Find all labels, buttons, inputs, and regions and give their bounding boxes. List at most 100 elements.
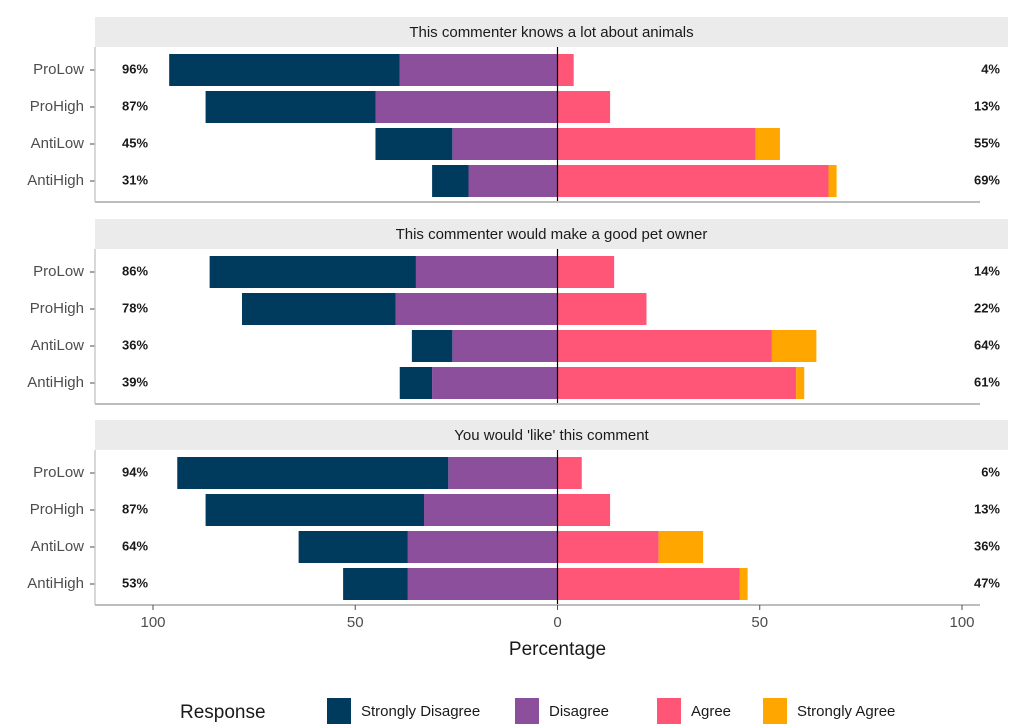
bar-disagree — [432, 367, 558, 399]
negative-percent-label: 64% — [122, 538, 148, 553]
bar-agree — [557, 494, 611, 526]
positive-percent-label: 6% — [981, 464, 1000, 479]
category-label: AntiLow — [31, 538, 85, 555]
bar-strongly-disagree — [298, 531, 408, 563]
legend: Response Strongly Disagree Disagree Agree St… — [180, 698, 895, 724]
positive-percent-label: 61% — [974, 374, 1000, 389]
bar-strongly-disagree — [375, 128, 453, 160]
legend-key-disagree — [515, 698, 539, 724]
bar-agree — [557, 54, 574, 86]
positive-percent-label: 36% — [974, 538, 1000, 553]
bar-strongly-disagree — [432, 165, 469, 197]
positive-percent-label: 4% — [981, 61, 1000, 76]
negative-percent-label: 53% — [122, 575, 148, 590]
category-label: AntiHigh — [27, 575, 84, 592]
bar-agree — [557, 256, 615, 288]
bar-strongly-disagree — [411, 330, 453, 362]
positive-percent-label: 13% — [974, 501, 1000, 516]
positive-percent-label: 55% — [974, 135, 1000, 150]
bar-disagree — [395, 293, 558, 325]
bar-disagree — [415, 256, 558, 288]
bar-strongly-disagree — [241, 293, 396, 325]
negative-percent-label: 31% — [122, 172, 148, 187]
bar-disagree — [407, 568, 558, 600]
category-label: AntiHigh — [27, 374, 84, 391]
bar-disagree — [448, 457, 558, 489]
bar-agree — [557, 330, 772, 362]
negative-percent-label: 86% — [122, 263, 148, 278]
negative-percent-label: 96% — [122, 61, 148, 76]
panel-strip — [95, 219, 1008, 249]
bar-disagree — [399, 54, 558, 86]
bar-disagree — [407, 531, 558, 563]
negative-percent-label: 39% — [122, 374, 148, 389]
legend-key-agree — [657, 698, 681, 724]
bar-disagree — [468, 165, 558, 197]
legend-key-strongly-agree — [763, 698, 787, 724]
bar-strongly-disagree — [169, 54, 400, 86]
bar-agree — [557, 165, 829, 197]
bar-strongly-agree — [771, 330, 817, 362]
bar-strongly-agree — [658, 531, 704, 563]
panel-3: You would 'like' this comment ProLow 94% 6%… — [27, 420, 1008, 606]
bar-agree — [557, 367, 797, 399]
bar-disagree — [452, 330, 558, 362]
positive-percent-label: 22% — [974, 300, 1000, 315]
category-label: ProLow — [33, 61, 84, 78]
bar-strongly-agree — [828, 165, 837, 197]
x-axis-title: Percentage — [509, 639, 606, 660]
category-label: AntiLow — [31, 135, 85, 152]
positive-percent-label: 13% — [974, 98, 1000, 113]
x-tick-label: 0 — [553, 614, 561, 631]
bar-agree — [557, 91, 611, 123]
positive-percent-label: 47% — [974, 575, 1000, 590]
category-label: ProHigh — [30, 98, 84, 115]
panel-title: This commenter knows a lot about animals — [409, 24, 693, 41]
negative-percent-label: 36% — [122, 337, 148, 352]
bar-agree — [557, 531, 659, 563]
negative-percent-label: 87% — [122, 98, 148, 113]
bar-strongly-disagree — [205, 91, 376, 123]
category-label: AntiLow — [31, 337, 85, 354]
positive-percent-label: 69% — [974, 172, 1000, 187]
legend-label: Agree — [691, 703, 731, 720]
bar-strongly-disagree — [343, 568, 408, 600]
category-label: ProLow — [33, 464, 84, 481]
x-tick-label: 50 — [751, 614, 768, 631]
negative-percent-label: 87% — [122, 501, 148, 516]
bar-strongly-disagree — [209, 256, 416, 288]
bar-agree — [557, 568, 740, 600]
bar-strongly-agree — [739, 568, 748, 600]
legend-key-strongly-disagree — [327, 698, 351, 724]
legend-title: Response — [180, 702, 266, 723]
bar-agree — [557, 293, 647, 325]
negative-percent-label: 94% — [122, 464, 148, 479]
category-label: ProHigh — [30, 501, 84, 518]
panel-strip — [95, 17, 1008, 47]
panel-strip — [95, 420, 1008, 450]
category-label: ProLow — [33, 263, 84, 280]
panel-1: This commenter knows a lot about animals… — [27, 17, 1008, 203]
bar-disagree — [375, 91, 558, 123]
legend-label: Disagree — [549, 703, 609, 720]
bar-disagree — [452, 128, 558, 160]
category-label: ProHigh — [30, 300, 84, 317]
panel-2: This commenter would make a good pet own… — [27, 219, 1008, 405]
bar-strongly-disagree — [399, 367, 433, 399]
x-tick-label: 100 — [949, 614, 974, 631]
category-label: AntiHigh — [27, 172, 84, 189]
negative-percent-label: 45% — [122, 135, 148, 150]
bar-strongly-disagree — [177, 457, 449, 489]
panel-title: You would 'like' this comment — [454, 427, 649, 444]
bar-strongly-agree — [755, 128, 780, 160]
positive-percent-label: 14% — [974, 263, 1000, 278]
x-tick-label: 100 — [140, 614, 165, 631]
legend-label: Strongly Agree — [797, 703, 895, 720]
bar-strongly-disagree — [205, 494, 425, 526]
negative-percent-label: 78% — [122, 300, 148, 315]
x-tick-label: 50 — [347, 614, 364, 631]
bar-agree — [557, 128, 756, 160]
positive-percent-label: 64% — [974, 337, 1000, 352]
bar-strongly-agree — [796, 367, 805, 399]
